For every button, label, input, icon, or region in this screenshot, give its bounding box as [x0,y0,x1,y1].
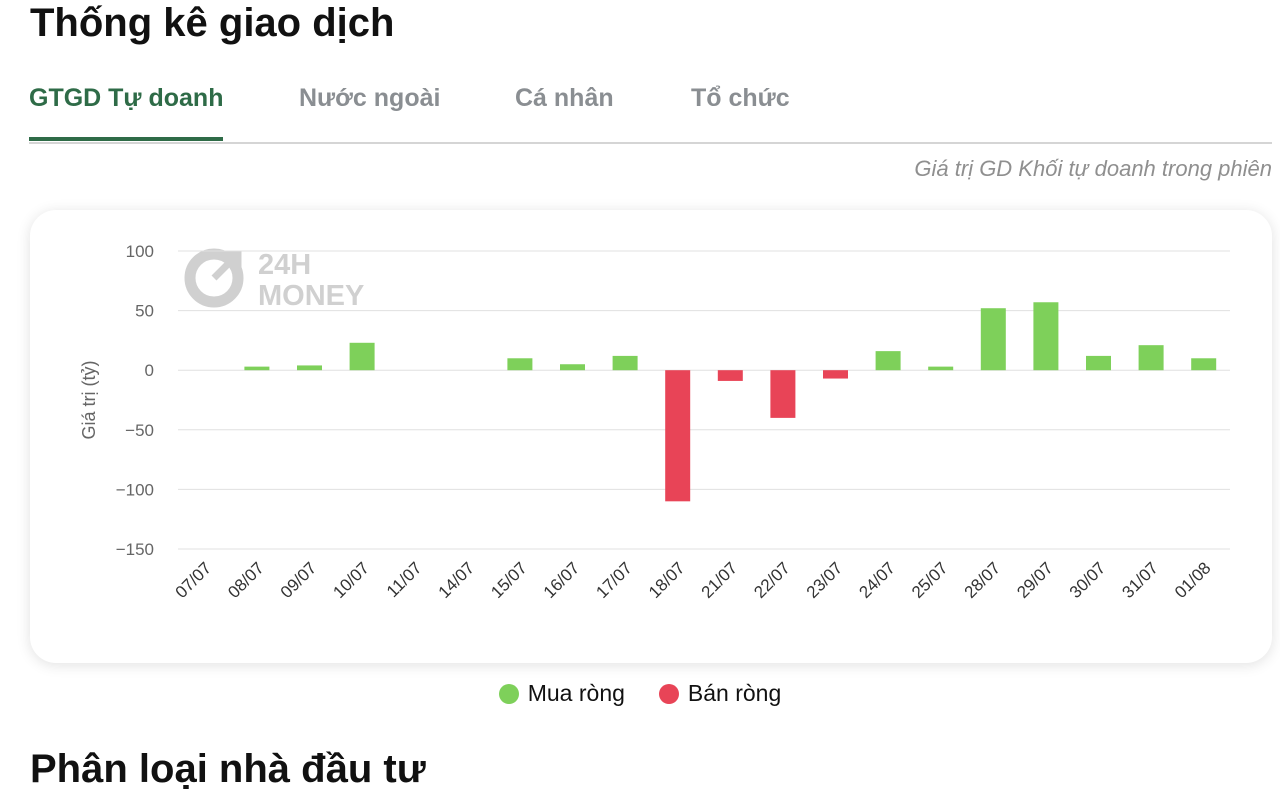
x-tick-label: 08/07 [224,558,268,602]
bar [665,370,691,502]
tab[interactable]: Nước ngoài [299,84,441,112]
bar [349,342,375,371]
watermark-icon [184,248,244,308]
y-tick-label: 100 [126,242,154,261]
bar [928,366,954,371]
bar [244,366,270,371]
legend-swatch [658,683,679,704]
x-tick-label: 30/07 [1066,558,1110,602]
bar [1138,345,1164,371]
bar [1033,302,1059,371]
tab[interactable]: GTGD Tự doanh [29,84,224,141]
y-tick-label: 50 [135,302,154,321]
y-tick-label: −150 [116,540,154,559]
x-tick-label: 29/07 [1013,558,1057,602]
x-tick-label: 21/07 [698,558,742,602]
bar [717,370,743,381]
bar [980,308,1006,371]
legend-label: Mua ròng [527,680,625,706]
legend-swatch [498,683,519,704]
watermark-icon [211,250,242,281]
y-tick-label: −50 [125,421,154,440]
x-tick-label: 10/07 [329,558,373,602]
tab-bar: GTGD Tự doanh Nước ngoài Cá nhân Tổ chức [29,70,1272,144]
x-tick-label: 15/07 [487,558,531,602]
chart: 24H MONEY −150 −100 −50 0 50 100 Giá trị (tỷ) 0… [79,242,1230,602]
legend-label: Bán ròng [687,680,782,706]
bar [612,355,638,371]
page-title: Thống kê giao dịch [30,1,395,45]
x-tick-label: 16/07 [540,558,584,602]
watermark: 24H MONEY [184,248,364,312]
section-title: Phân loại nhà đầu tư [30,747,426,791]
x-tick-label: 28/07 [961,558,1005,602]
x-tick-label: 22/07 [750,558,794,602]
bar [1086,355,1111,371]
watermark-text: MONEY [258,280,364,312]
x-tick-label: 18/07 [645,558,689,602]
tab[interactable]: Cá nhân [515,84,614,112]
bar [770,370,796,418]
x-tick-label: 24/07 [855,558,899,602]
y-tick-label: 0 [145,361,154,380]
x-tick-label: 09/07 [277,558,321,602]
chart-subtitle: Giá trị GD Khối tự doanh trong phiên [914,156,1272,181]
watermark-text: 24H [258,249,311,281]
bar [875,351,901,371]
legend-item[interactable]: Mua ròng [498,680,625,707]
bar [560,364,585,371]
x-tick-label: 11/07 [383,558,426,601]
x-tick-label: 23/07 [803,558,847,602]
x-tick-label: 07/07 [172,558,216,602]
bar [823,370,848,379]
tab[interactable]: Tổ chức [691,84,790,112]
y-tick-label: −100 [116,480,154,499]
bar [297,365,322,371]
x-tick-label: 31/07 [1118,558,1162,602]
x-tick-label: 25/07 [908,558,952,602]
chart-card: 24H MONEY −150 −100 −50 0 50 100 Giá trị (tỷ) 0… [30,210,1272,663]
legend: Mua ròng Bán ròng [0,680,1280,707]
x-tick-label: 01/08 [1171,558,1215,602]
y-axis-label: Giá trị (tỷ) [79,361,99,440]
x-tick-label: 14/07 [435,558,479,602]
bar [507,358,533,371]
legend-item[interactable]: Bán ròng [658,680,782,707]
x-tick-label: 17/07 [592,558,636,602]
bar [1191,358,1217,371]
